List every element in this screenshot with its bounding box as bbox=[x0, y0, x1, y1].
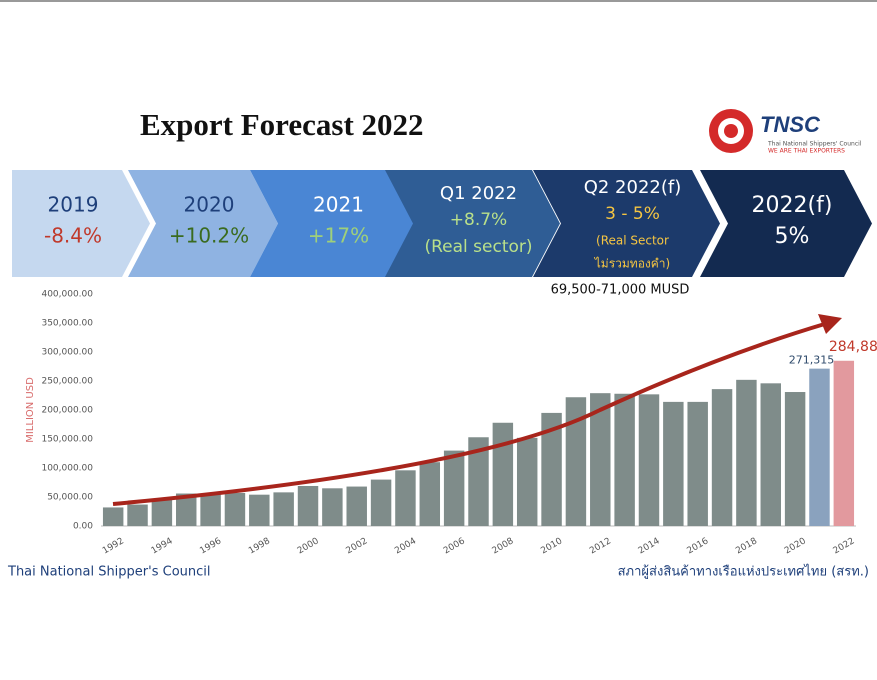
chevron bbox=[700, 170, 872, 277]
banner-text: +10.2% bbox=[169, 224, 249, 248]
banner-text: 2021 bbox=[313, 193, 364, 217]
bar bbox=[224, 492, 246, 526]
banner-text: Q1 2022 bbox=[440, 183, 517, 204]
banner-text: (Real Sector bbox=[596, 234, 669, 248]
y-tick-label: 300,000.00 bbox=[41, 348, 93, 358]
bar bbox=[663, 401, 684, 526]
bar bbox=[833, 360, 855, 526]
bar bbox=[249, 494, 270, 526]
bar bbox=[541, 412, 562, 526]
bar bbox=[809, 368, 830, 526]
bar bbox=[760, 383, 781, 526]
chevron bbox=[385, 170, 560, 277]
banner-text: 2019 bbox=[48, 193, 99, 217]
chevron bbox=[128, 170, 278, 277]
banner: 2019 -8.4% 2020 +10.2% 2021 +17% Q1 2022 +8.7% (… bbox=[12, 170, 872, 277]
chevron bbox=[250, 170, 415, 277]
y-tick-label: 100,000.00 bbox=[41, 464, 93, 474]
chevron bbox=[533, 170, 720, 277]
bar bbox=[565, 397, 587, 526]
bar bbox=[711, 389, 733, 526]
logo-text: TNSC bbox=[760, 112, 821, 137]
bar bbox=[322, 488, 343, 526]
y-tick-label: 0.00 bbox=[73, 522, 93, 532]
bar bbox=[102, 507, 124, 526]
logo: TNSC Thai National Shippers' Council WE … bbox=[709, 109, 862, 155]
footer-left: Thai National Shipper's Council bbox=[7, 565, 211, 580]
bar bbox=[638, 394, 660, 526]
logo-sub: Thai National Shippers' Council bbox=[767, 141, 862, 148]
bar bbox=[297, 485, 319, 526]
chevron bbox=[12, 170, 150, 277]
logo-sub: WE ARE THAI EXPORTERS bbox=[768, 148, 845, 155]
y-tick-label: 350,000.00 bbox=[41, 319, 93, 329]
bar bbox=[784, 392, 806, 526]
bar bbox=[127, 504, 148, 526]
footer-right: สภาผู้ส่งสินค้าทางเรือแห่งประเทศไทย (สรท… bbox=[618, 564, 869, 580]
banner-text: (Real sector) bbox=[424, 237, 532, 257]
bar bbox=[176, 493, 197, 526]
bar bbox=[492, 422, 514, 526]
bar bbox=[516, 437, 538, 526]
y-tick-label: 200,000.00 bbox=[41, 406, 93, 416]
y-axis-title: MILLION USD bbox=[25, 377, 36, 443]
banner-text: ไม่รวมทองคำ) bbox=[594, 257, 670, 271]
bar bbox=[468, 437, 489, 526]
bar bbox=[736, 379, 757, 526]
y-tick-label: 400,000.00 bbox=[41, 290, 93, 300]
bar bbox=[590, 393, 611, 526]
bar bbox=[200, 494, 221, 526]
title: Export Forecast 2022 bbox=[140, 107, 424, 142]
y-tick-label: 150,000.00 bbox=[41, 435, 93, 445]
banner-text: 5% bbox=[775, 224, 810, 249]
banner-text: +17% bbox=[308, 224, 369, 248]
bar bbox=[346, 486, 367, 526]
banner-text: -8.4% bbox=[44, 224, 102, 248]
value-label: 284,880 bbox=[829, 339, 877, 355]
banner-text: Q2 2022(f) bbox=[584, 177, 682, 198]
bar bbox=[370, 479, 392, 526]
banner-text: 2022(f) bbox=[752, 193, 833, 218]
bar bbox=[395, 470, 416, 526]
value-label: 271,315 bbox=[789, 354, 835, 367]
growth-arrow bbox=[112, 321, 829, 506]
bar bbox=[687, 401, 708, 526]
bar bbox=[151, 499, 173, 526]
banner-text: 2020 bbox=[184, 193, 235, 217]
bar bbox=[419, 462, 441, 526]
bar bbox=[443, 450, 465, 526]
y-tick-label: 50,000.00 bbox=[47, 493, 93, 503]
logo-dot bbox=[724, 124, 738, 138]
note: 69,500-71,000 MUSD bbox=[551, 283, 690, 298]
banner-text: +8.7% bbox=[450, 210, 507, 230]
arrow-head bbox=[818, 314, 842, 334]
banner-text: 3 - 5% bbox=[605, 204, 660, 224]
bar bbox=[273, 492, 294, 526]
y-tick-label: 250,000.00 bbox=[41, 377, 93, 387]
bar bbox=[614, 393, 635, 526]
